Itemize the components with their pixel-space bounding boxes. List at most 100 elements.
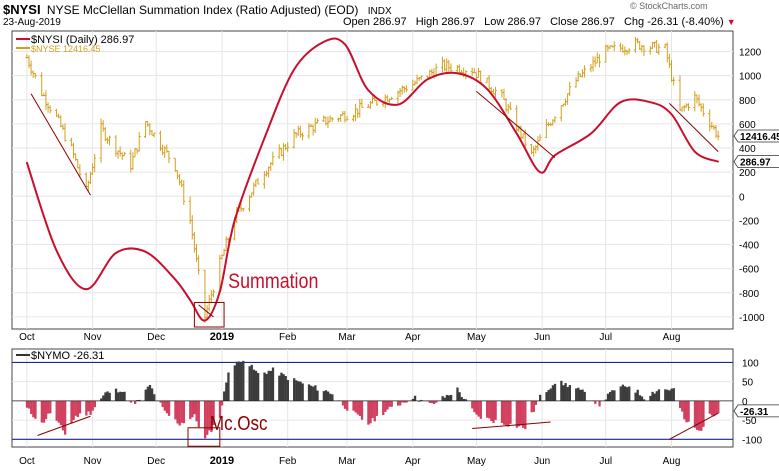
watermark: © StockCharts.com <box>630 1 708 11</box>
lower-y-tick-label: 50 <box>742 378 754 389</box>
nymo-bar <box>522 400 525 428</box>
nyse-bar <box>182 180 186 205</box>
x-tick-label-lower: Apr <box>405 456 421 467</box>
nymo-bar <box>25 400 29 408</box>
nymo-bar <box>668 390 671 401</box>
nymo-bar <box>606 393 610 401</box>
nymo-bar <box>670 388 673 401</box>
nymo-bar <box>93 400 97 408</box>
nymo-bar <box>280 372 283 401</box>
nysi-point <box>322 41 325 43</box>
nysi-point <box>174 278 177 281</box>
nyse-bar <box>583 65 587 78</box>
x-tick-label: Nov <box>84 332 102 343</box>
nymo-bar <box>282 374 285 401</box>
nymo-bar <box>710 400 714 416</box>
nyse-bar <box>122 151 126 157</box>
x-tick-label-lower: Oct <box>19 456 35 467</box>
nymo-bar <box>386 400 389 410</box>
nymo-bar <box>286 380 289 401</box>
nymo-bar <box>717 400 720 414</box>
nymo-bar <box>549 388 552 401</box>
nymo-bar <box>462 398 465 401</box>
nymo-bar <box>108 392 111 401</box>
nymo-bar <box>91 400 94 411</box>
nymo-bar <box>225 382 228 401</box>
nyse-bar <box>108 135 112 146</box>
nymo-bar <box>375 400 379 416</box>
nymo-bar <box>138 399 141 401</box>
nysi-point <box>263 137 266 140</box>
lower-y-tick-label: -100 <box>742 435 762 446</box>
nyse-bar <box>197 255 201 275</box>
nyse-bar <box>390 96 394 100</box>
nyse-bar <box>137 131 141 152</box>
nymo-bar <box>562 385 565 401</box>
x-tick-label: Dec <box>147 332 165 343</box>
nymo-bar <box>551 385 555 401</box>
nymo-bar <box>539 394 542 401</box>
nymo-bar <box>87 400 90 412</box>
nysi-point <box>293 68 295 71</box>
nysi-point <box>590 132 592 135</box>
y-tick-label: 0 <box>739 192 745 203</box>
nymo-bar <box>566 387 569 401</box>
y-tick-label: 1200 <box>739 48 762 59</box>
nymo-bar <box>57 400 60 423</box>
x-tick-label: Oct <box>19 332 35 343</box>
nymo-bar <box>295 380 298 401</box>
x-tick-label-lower: Nov <box>84 456 102 467</box>
nyse-bar <box>345 115 349 121</box>
lower-y-tick-label: 100 <box>742 358 759 369</box>
nymo-bar <box>604 399 608 401</box>
main-legend <box>16 38 30 49</box>
nymo-bar <box>507 400 510 427</box>
nymo-bar <box>178 400 181 426</box>
nymo-bar <box>165 400 169 414</box>
nymo-bar <box>388 400 391 407</box>
nymo-bar <box>159 400 162 403</box>
nymo-bar <box>700 400 703 431</box>
nymo-bar <box>678 400 682 409</box>
nyse-bar <box>597 54 601 68</box>
nyse-bar <box>330 117 334 122</box>
high-value: 286.97 <box>441 16 476 28</box>
nysi-point <box>456 72 459 75</box>
lower-y-tick-label: -50 <box>742 416 757 427</box>
nymo-bar <box>123 391 126 401</box>
symbol-label: $NYSI <box>3 2 41 17</box>
nymo-bar <box>102 395 105 401</box>
nymo-bar <box>486 400 489 418</box>
nysi-point <box>670 113 673 116</box>
nyse-bar <box>672 76 676 86</box>
nysi-point <box>204 319 206 322</box>
nymo-bar <box>218 400 222 418</box>
main-trendline <box>198 304 214 318</box>
nymo-bar <box>613 390 616 401</box>
chg-label: Chg <box>623 16 645 28</box>
nymo-bar <box>411 398 415 401</box>
nymo-bar <box>564 383 567 401</box>
nymo-bar <box>621 384 625 401</box>
nymo-bar <box>248 366 251 401</box>
y-tick-label: 200 <box>739 168 756 179</box>
nyse-bar <box>33 73 37 79</box>
nyse-bar <box>642 45 646 57</box>
lower-low-highlight-box <box>187 427 221 447</box>
nysi-point <box>539 171 541 173</box>
nymo-bar <box>371 400 374 419</box>
date-label: 23-Aug-2019 <box>3 17 61 28</box>
header-title-row: $NYSI NYSE McClellan Summation Index (Ra… <box>3 2 392 17</box>
nymo-bar <box>182 400 186 424</box>
nymo-bar <box>399 400 402 406</box>
nymo-bar <box>369 400 372 424</box>
nymo-bar <box>49 400 52 414</box>
nymo-price-tag-box <box>733 404 779 418</box>
y-tick-label: 600 <box>739 120 756 131</box>
nymo-bar <box>396 400 400 406</box>
nymo-bar <box>441 396 444 401</box>
x-tick-label-lower: Jul <box>599 456 612 467</box>
nyse-bar <box>167 150 171 164</box>
nymo-bar <box>324 390 328 401</box>
nymo-bar <box>447 395 451 401</box>
